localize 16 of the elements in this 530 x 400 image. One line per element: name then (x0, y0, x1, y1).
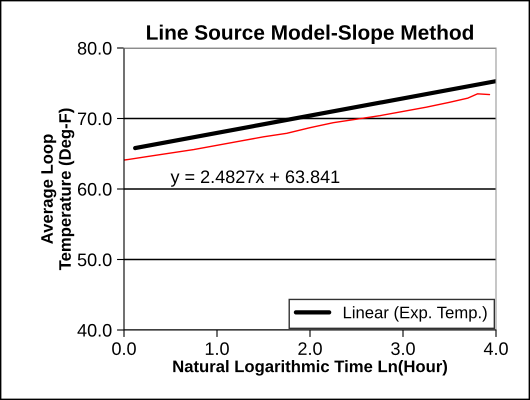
x-tick-label: 4.0 (484, 342, 508, 356)
y-tick-label: 40.0 (77, 324, 112, 337)
y-tick-label: 70.0 (78, 112, 112, 126)
x-axis-title: Natural Logarithmic Time Ln(Hour) (173, 360, 447, 376)
annotation: y = 2.4827x + 63.841 (170, 170, 340, 187)
line-series (124, 93, 490, 161)
legend-label: Linear (Exp. Temp.) (344, 306, 487, 322)
chart-title: Line Source Model-Slope Method (147, 24, 473, 44)
x-tick-label: 1.0 (206, 342, 229, 356)
y-tick-label: 80.0 (78, 42, 112, 55)
x-tick-label: 2.0 (298, 342, 322, 356)
y-axis-title: Average Loop Temperature (Deg-F) (41, 108, 74, 270)
y-tick-label: 50.0 (78, 253, 112, 266)
x-tick-label: 0.0 (112, 342, 136, 356)
y-tick-label: 60.0 (78, 182, 112, 196)
x-tick-label: 3.0 (391, 342, 415, 356)
